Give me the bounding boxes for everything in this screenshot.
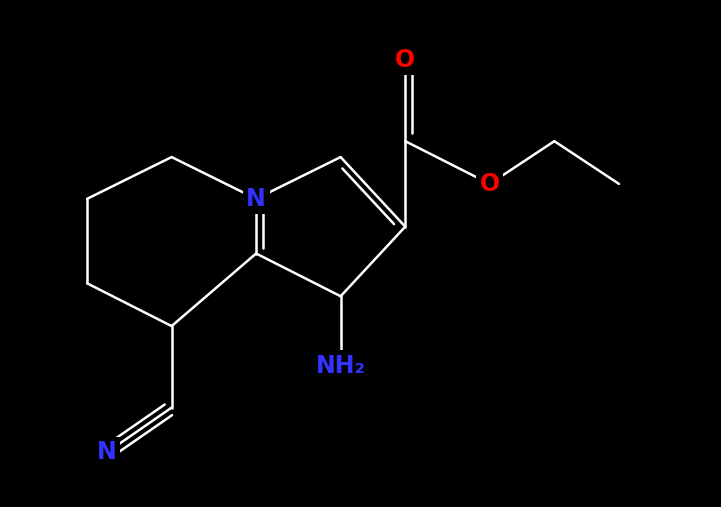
Text: NH₂: NH₂ xyxy=(316,354,366,378)
Text: N: N xyxy=(247,187,266,211)
Text: O: O xyxy=(479,172,500,196)
Text: N: N xyxy=(97,440,117,464)
Text: O: O xyxy=(395,48,415,71)
